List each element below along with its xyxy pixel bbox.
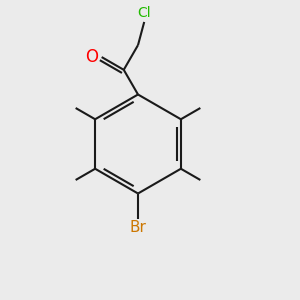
Text: Br: Br: [130, 220, 146, 235]
Text: Cl: Cl: [137, 6, 151, 20]
Text: O: O: [85, 48, 98, 66]
